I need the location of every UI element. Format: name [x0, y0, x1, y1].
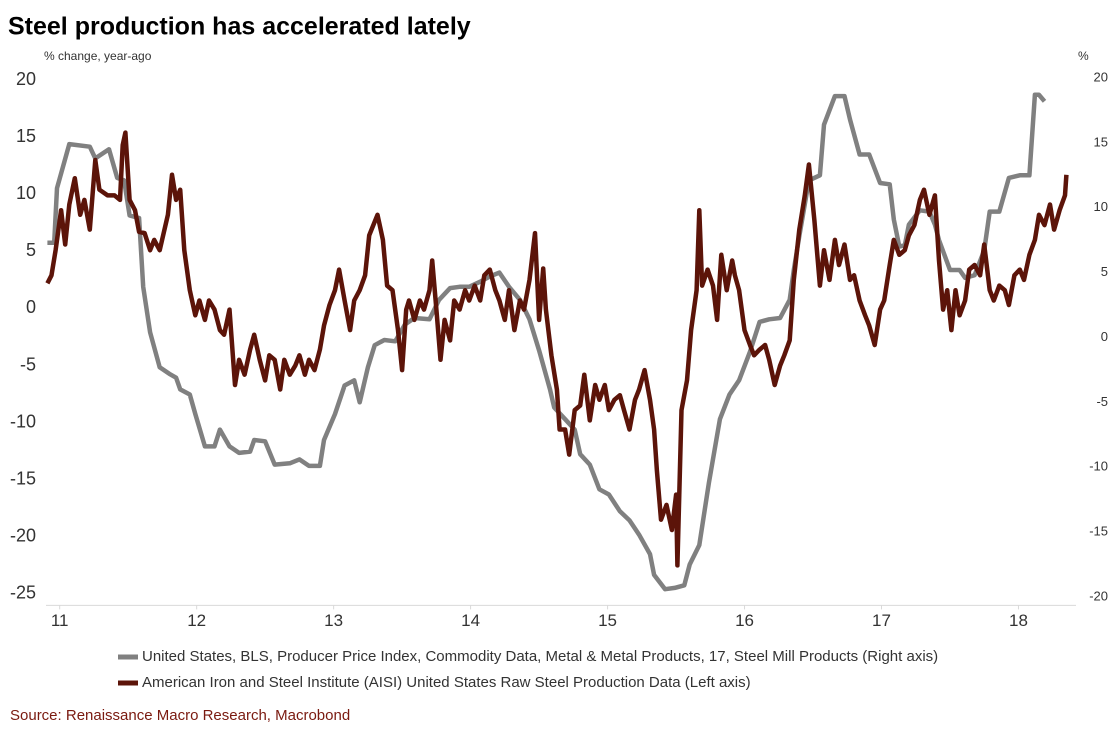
x-tick-label: 16 — [735, 611, 754, 630]
y2-tick-label: 0 — [1101, 329, 1108, 344]
y-tick-label: 10 — [16, 183, 36, 203]
x-tick-label: 18 — [1009, 611, 1028, 630]
y2-tick-label: -15 — [1089, 524, 1108, 539]
y2-tick-label: 5 — [1101, 264, 1108, 279]
y-tick-label: -15 — [10, 469, 36, 489]
y-tick-label: 20 — [16, 69, 36, 89]
x-tick-label: 13 — [324, 611, 343, 630]
x-tick-label: 17 — [872, 611, 891, 630]
y2-tick-label: -20 — [1089, 588, 1108, 603]
y-tick-label: -25 — [10, 583, 36, 603]
y2-tick-label: -10 — [1089, 459, 1108, 474]
y-tick-label: 0 — [26, 297, 36, 317]
y2-axis-label: % — [1078, 49, 1089, 63]
y2-tick-label: 10 — [1094, 199, 1108, 214]
chart-title: Steel production has accelerated lately — [8, 13, 471, 41]
y2-tick-label: -5 — [1096, 394, 1108, 409]
y-tick-label: 5 — [26, 240, 36, 260]
source: Source: Renaissance Macro Research, Macr… — [10, 707, 350, 724]
x-tick-label: 11 — [51, 611, 69, 630]
y-tick-label: 15 — [16, 126, 36, 146]
series-line — [47, 92, 1047, 592]
x-tick-label: 15 — [598, 611, 617, 630]
y2-tick-label: 20 — [1094, 69, 1108, 84]
y-tick-label: -5 — [20, 354, 36, 374]
x-tick-label: 12 — [187, 611, 206, 630]
series-line — [45, 130, 1069, 568]
y-axis-label: % change, year-ago — [44, 49, 152, 63]
y2-tick-label: 15 — [1094, 134, 1108, 149]
legend-label: United States, BLS, Producer Price Index… — [142, 648, 938, 665]
y-tick-label: -20 — [10, 526, 36, 546]
x-tick-label: 14 — [461, 611, 480, 630]
legend-label: American Iron and Steel Institute (AISI)… — [142, 674, 751, 691]
y-tick-label: -10 — [10, 411, 36, 431]
